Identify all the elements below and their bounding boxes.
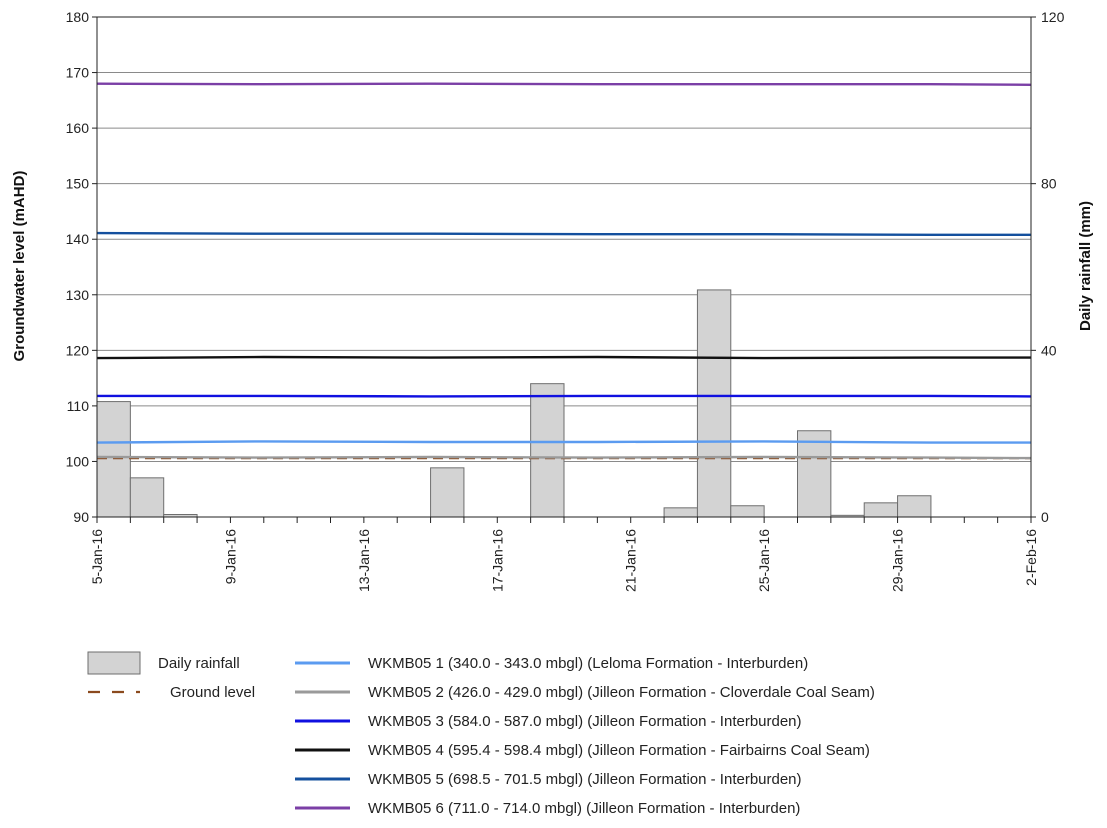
y-tick-label: 160: [66, 120, 90, 136]
legend-label-series-5: WKMB05 5 (698.5 - 701.5 mbgl) (Jilleon F…: [368, 771, 802, 788]
x-tick-label: 17-Jan-16: [489, 529, 505, 592]
x-tick-label: 21-Jan-16: [623, 529, 639, 592]
y-axis-title: Groundwater level (mAHD): [11, 171, 28, 362]
y-tick-label: 120: [66, 342, 90, 358]
legend-label-series-3: WKMB05 3 (584.0 - 587.0 mbgl) (Jilleon F…: [368, 713, 802, 730]
series-line-1: [96, 440, 1031, 444]
rainfall-bar: [530, 383, 565, 518]
series-line-4: [96, 355, 1031, 360]
x-tick-label: 29-Jan-16: [890, 529, 906, 592]
rainfall-bar: [96, 401, 131, 518]
legend-label-rainfall: Daily rainfall: [158, 655, 240, 672]
legend-label-series-6: WKMB05 6 (711.0 - 714.0 mbgl) (Jilleon F…: [368, 800, 800, 817]
x-tick-label: 5-Jan-16: [89, 529, 105, 584]
rainfall-bar: [129, 477, 165, 518]
y2-axis-title: Daily rainfall (mm): [1077, 201, 1094, 331]
y-tick-label: 110: [67, 398, 90, 414]
y-tick-label: 180: [66, 9, 90, 25]
legend-label-ground-level: Ground level: [170, 684, 255, 701]
rainfall-bar: [863, 502, 899, 518]
rainfall-bar: [430, 467, 465, 518]
legend-label-series-4: WKMB05 4 (595.4 - 598.4 mbgl) (Jilleon F…: [368, 742, 870, 759]
y-tick-label: 150: [66, 176, 90, 192]
rainfall-bar: [797, 430, 832, 518]
legend-label-series-2: WKMB05 2 (426.0 - 429.0 mbgl) (Jilleon F…: [368, 684, 875, 701]
x-tick-label: 2-Feb-16: [1023, 529, 1039, 586]
y-tick-label: 100: [66, 453, 90, 469]
y2-tick-label: 80: [1041, 176, 1057, 192]
y-tick-label: 140: [66, 231, 90, 247]
x-tick-label: 13-Jan-16: [356, 529, 372, 592]
series-line-6: [96, 82, 1032, 86]
rainfall-bars: [96, 289, 932, 518]
series-lines: [96, 82, 1032, 460]
y2-tick-label: 120: [1041, 9, 1065, 25]
series-line-3: [97, 394, 1032, 398]
y-tick-label: 130: [66, 287, 90, 303]
rainfall-bar: [897, 495, 932, 518]
rainfall-bar: [663, 507, 698, 518]
rainfall-bar: [696, 289, 732, 518]
x-tick-label: 9-Jan-16: [222, 529, 238, 584]
rainfall-bar: [730, 505, 765, 518]
legend-label-series-1: WKMB05 1 (340.0 - 343.0 mbgl) (Leloma Fo…: [368, 655, 808, 672]
x-tick-label: 25-Jan-16: [756, 529, 772, 592]
legend: Daily rainfall Ground level WKMB05 1 (340.…: [87, 651, 875, 817]
y2-tick-label: 40: [1041, 342, 1057, 358]
legend-swatch-rainfall: [87, 651, 141, 675]
axes: 90 100 110 120 130 140 150 160 170 180 0 40 80 120 5-J…: [66, 9, 1065, 592]
series-line-5: [96, 231, 1031, 237]
series-line-2: [96, 455, 1032, 460]
y-tick-label: 90: [73, 509, 89, 525]
y2-tick-label: 0: [1041, 509, 1049, 525]
y-tick-label: 170: [66, 65, 90, 81]
